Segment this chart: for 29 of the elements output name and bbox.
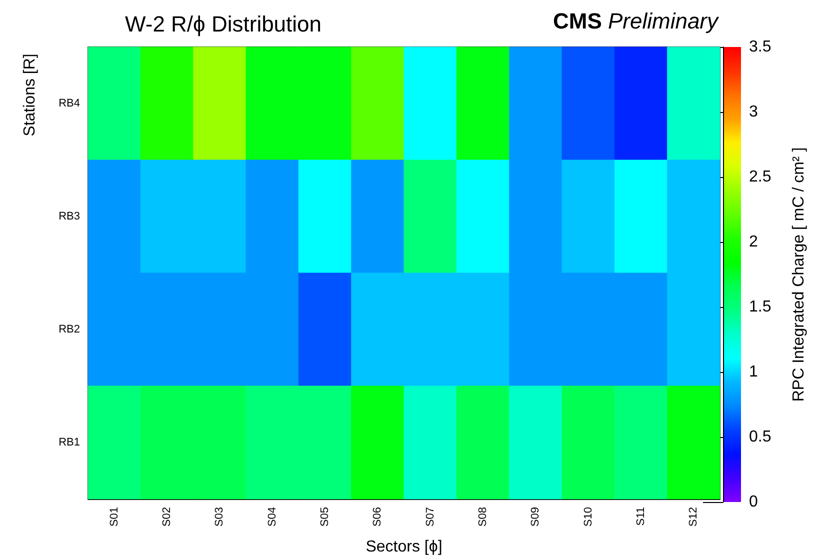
y-tick-label: RB2: [58, 324, 80, 336]
x-tick-label: S09: [530, 507, 542, 527]
y-tick-label: RB4: [58, 98, 80, 110]
x-tick-label: S12: [688, 507, 700, 527]
y-tick-label: RB1: [58, 436, 80, 448]
x-tick-label: S10: [582, 507, 594, 527]
y-tick-label: RB3: [58, 210, 80, 222]
chart-title: W-2 R/ϕ Distribution: [125, 12, 322, 36]
x-tick-label: S02: [161, 507, 173, 527]
x-tick-label: S08: [477, 507, 489, 527]
color-bar-label: 0: [749, 494, 758, 510]
y-axis-title: Stations [R]: [22, 54, 38, 136]
x-tick-label: S07: [424, 507, 436, 527]
color-bar-label: 2: [749, 234, 758, 250]
color-bar-label: 0.5: [749, 428, 772, 446]
color-bar-label: 1.5: [749, 298, 772, 316]
color-bar-label: 1: [749, 364, 758, 380]
color-bar-label: 3: [749, 104, 758, 120]
x-tick-label: S05: [319, 507, 331, 527]
color-bar-label: 2.5: [749, 168, 772, 186]
x-axis-title: Sectors [ϕ]: [366, 538, 442, 556]
color-bar-title: RPC Integrated Charge [ mC / cm² ]: [790, 147, 808, 402]
color-bar-label: 3.5: [749, 38, 772, 56]
x-tick-label: S01: [108, 507, 120, 527]
text: CMS Preliminary: [552, 8, 720, 34]
x-tick-label: S03: [214, 507, 226, 527]
x-tick-label: S11: [635, 507, 647, 526]
x-tick-label: S06: [372, 507, 384, 527]
x-tick-label: S04: [266, 507, 278, 527]
